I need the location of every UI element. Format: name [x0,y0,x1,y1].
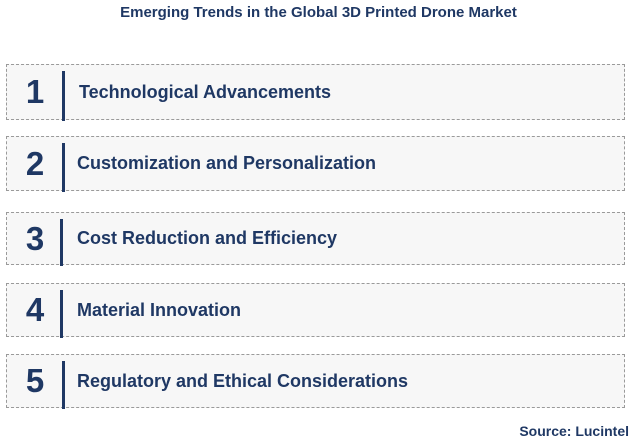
item-number: 1 [25,73,45,110]
trend-item: 2 Customization and Personalization [6,136,625,192]
divider [62,143,65,192]
item-number: 4 [25,291,45,328]
trend-item: 4 Material Innovation [6,283,625,338]
trend-item: 1 Technological Advancements [6,64,625,121]
item-number: 2 [25,144,45,182]
item-label: Material Innovation [77,299,242,320]
item-number: 3 [25,219,45,257]
divider [62,71,65,121]
trend-item: 3 Cost Reduction and Efficiency [6,212,625,266]
source: Source: Lucintel [519,423,629,439]
title: Emerging Trends in the Global 3D Printed… [120,4,517,21]
item-label: Regulatory and Ethical Considerations [77,370,409,391]
divider [62,361,65,409]
divider [60,219,63,266]
item-number: 5 [25,362,45,399]
item-label: Customization and Personalization [77,153,377,173]
trend-item: 5 Regulatory and Ethical Considerations [6,354,625,409]
divider [60,290,63,338]
item-label: Cost Reduction and Efficiency [77,228,338,248]
item-label: Technological Advancements [79,81,332,102]
